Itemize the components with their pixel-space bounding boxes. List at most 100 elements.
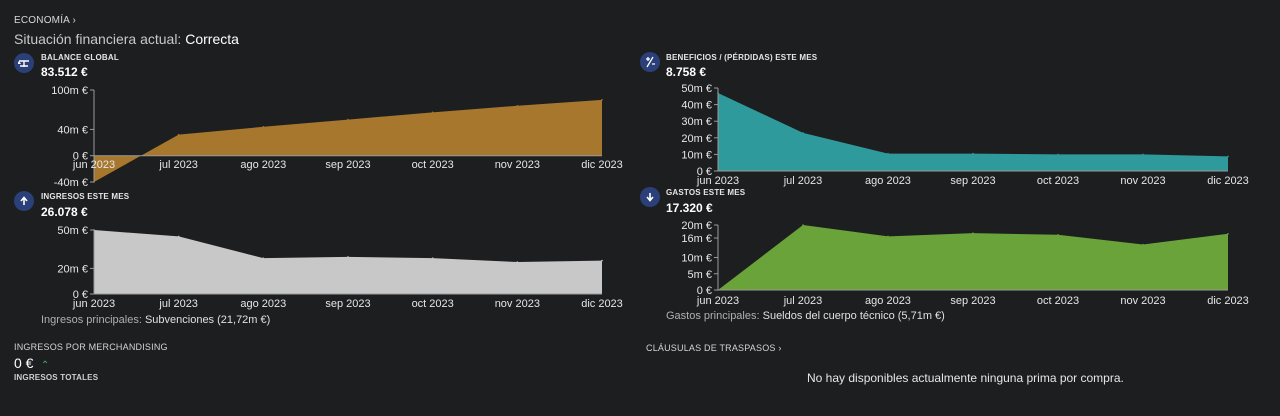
income-y-tick-label: 0 € xyxy=(73,289,88,301)
income-caption-value: Subvenciones (21,72m €) xyxy=(144,314,271,326)
balance-point xyxy=(516,104,519,107)
benefits-x-tick-label: oct 2023 xyxy=(1037,175,1079,187)
transfers-empty-message: No hay disponibles actualmente ninguna p… xyxy=(807,371,1124,385)
expenses-x-tick-label: jun 2023 xyxy=(696,295,739,307)
expenses-caption: Gastos principales: Sueldos del cuerpo t… xyxy=(666,310,945,322)
expenses-y-tick-label: 5m € xyxy=(688,269,712,281)
benefits-y-tick-label: 10m € xyxy=(681,149,712,161)
chevron-right-icon: › xyxy=(72,15,77,26)
transfer-clauses-title: CLÁUSULAS DE TRASPASOS xyxy=(646,343,776,353)
benefits-point xyxy=(1227,155,1229,158)
balance-x-tick-label: jul 2023 xyxy=(158,159,198,171)
financial-status: Situación financiera actual: Correcta xyxy=(14,31,239,47)
expenses-x-tick-label: sep 2023 xyxy=(950,295,995,307)
transfer-clauses-link[interactable]: CLÁUSULAS DE TRASPASOS › xyxy=(646,343,782,353)
breadcrumb-label: ECONOMÍA xyxy=(14,15,70,26)
income-y-tick-label: 20m € xyxy=(57,263,88,275)
expenses-x-tick-label: dic 2023 xyxy=(1207,295,1249,307)
status-value: Correcta xyxy=(185,31,239,47)
expenses-caption-value: Sueldos del cuerpo técnico (5,71m €) xyxy=(762,310,945,322)
expenses-point xyxy=(1057,233,1059,236)
expenses-point xyxy=(802,224,804,226)
expenses-caption-label: Gastos principales: xyxy=(666,310,760,322)
income-point xyxy=(601,259,603,262)
benefits-point xyxy=(972,152,974,155)
expenses-point xyxy=(1227,232,1229,235)
benefits-y-tick-label: 40m € xyxy=(681,100,712,112)
arrow-up-icon xyxy=(14,191,34,211)
expenses-title: GASTOS ESTE MES xyxy=(666,188,746,197)
expenses-y-tick-label: 0 € xyxy=(697,285,712,297)
income-x-tick-label: ago 2023 xyxy=(240,298,286,310)
balance-x-tick-label: dic 2023 xyxy=(581,159,623,171)
expenses-value: 17.320 € xyxy=(666,201,713,215)
income-title: INGRESOS ESTE MES xyxy=(41,192,130,201)
expenses-y-tick-label: 20m € xyxy=(681,220,712,232)
income-x-tick-label: jun 2023 xyxy=(72,298,115,310)
income-chart: 0 € 20m € 50m € jun 2023 jul 2023 ago 2023 sep… xyxy=(57,225,623,310)
benefits-x-tick-label: sep 2023 xyxy=(950,175,995,187)
expenses-x-tick-label: ago 2023 xyxy=(865,295,911,307)
merch-title: INGRESOS POR MERCHANDISING xyxy=(14,342,168,352)
plus-minus-icon xyxy=(640,52,660,72)
trend-up-icon: ⌃ xyxy=(40,360,50,371)
expenses-x-tick-label: nov 2023 xyxy=(1120,295,1165,307)
balance-title: BALANCE GLOBAL xyxy=(41,53,119,62)
income-x-tick-label: sep 2023 xyxy=(325,298,370,310)
expenses-point xyxy=(1142,243,1144,246)
balance-x-tick-label: nov 2023 xyxy=(495,159,540,171)
expenses-y-tick-label: 10m € xyxy=(681,253,712,265)
benefits-x-tick-label: ago 2023 xyxy=(865,175,911,187)
balance-y-tick-label: 0 € xyxy=(73,151,88,163)
balance-x-tick-label: jun 2023 xyxy=(72,159,115,171)
income-x-tick-label: dic 2023 xyxy=(581,298,623,310)
balance-x-tick-label: sep 2023 xyxy=(325,159,370,171)
income-point xyxy=(516,261,519,263)
balance-point xyxy=(177,133,180,136)
balance-y-tick-label: 40m € xyxy=(57,124,88,136)
status-label: Situación financiera actual: xyxy=(14,31,182,47)
income-value: 26.078 € xyxy=(41,205,88,219)
income-x-tick-label: oct 2023 xyxy=(412,298,454,310)
expenses-point xyxy=(887,235,889,238)
benefits-y-tick-label: 30m € xyxy=(681,116,712,128)
income-point xyxy=(347,256,349,258)
income-x-tick-label: jul 2023 xyxy=(158,298,198,310)
income-caption: Ingresos principales: Subvenciones (21,7… xyxy=(41,314,270,326)
balance-x-tick-label: ago 2023 xyxy=(240,159,286,171)
balance-y-tick-label: -40m € xyxy=(54,177,88,189)
balance-x-tick-label: oct 2023 xyxy=(412,159,454,171)
benefits-title: BENEFICIOS / (PÉRDIDAS) ESTE MES xyxy=(666,53,818,62)
expenses-point xyxy=(972,232,974,234)
benefits-point xyxy=(802,132,804,134)
balance-area xyxy=(94,99,602,182)
benefits-value: 8.758 € xyxy=(666,65,707,79)
merch-value: 0 € xyxy=(14,355,34,371)
benefits-y-tick-label: 20m € xyxy=(681,133,712,145)
expenses-x-tick-label: jul 2023 xyxy=(783,295,823,307)
income-point xyxy=(431,257,434,259)
chevron-right-icon: › xyxy=(778,343,782,353)
expenses-x-tick-label: oct 2023 xyxy=(1037,295,1079,307)
benefits-x-tick-label: jul 2023 xyxy=(783,175,823,187)
balance-point xyxy=(262,126,265,128)
income-point xyxy=(262,257,265,259)
benefits-point xyxy=(887,152,889,155)
balance-scale-icon xyxy=(14,53,34,73)
merch-value-row: 0 € ⌃ xyxy=(14,355,49,373)
benefits-point xyxy=(1142,153,1144,156)
expenses-chart: 0 € 5m € 10m € 16m €20m € jun 2023 jul 2023 ag… xyxy=(681,220,1249,307)
expenses-area xyxy=(718,225,1228,290)
balance-y-tick-label: 100m € xyxy=(51,85,88,97)
income-area xyxy=(94,230,602,294)
benefits-x-tick-label: nov 2023 xyxy=(1120,175,1165,187)
arrow-down-icon xyxy=(640,187,660,207)
balance-chart: -40m € 0 € 40m € 100m € jun 2023 jul 2023 ago … xyxy=(51,85,623,189)
income-y-tick-label: 50m € xyxy=(57,225,88,237)
income-caption-label: Ingresos principales: xyxy=(41,314,142,326)
income-point xyxy=(177,235,180,238)
balance-point xyxy=(347,118,349,121)
breadcrumb-economia[interactable]: ECONOMÍA › xyxy=(14,15,76,26)
balance-value: 83.512 € xyxy=(41,65,88,79)
benefits-point xyxy=(1057,153,1059,156)
